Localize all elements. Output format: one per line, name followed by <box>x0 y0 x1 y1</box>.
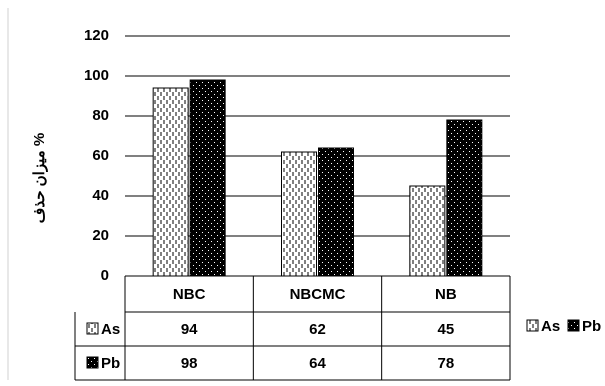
bar-pb-nbc <box>189 79 226 277</box>
category-label: NBC <box>173 286 206 303</box>
table-value: 94 <box>181 321 198 338</box>
y-tick-label: 20 <box>92 227 109 244</box>
y-tick-label: 100 <box>84 67 109 84</box>
legend-swatch-pb <box>567 319 580 332</box>
bar-as-nbc <box>152 87 189 277</box>
bar-pb-nbcmc <box>318 147 354 277</box>
legend-swatch-as <box>526 319 539 332</box>
y-tick-label: 120 <box>84 27 109 44</box>
table-series-name: As <box>101 321 120 338</box>
table-value: 62 <box>309 321 326 338</box>
y-tick-label: 40 <box>92 187 109 204</box>
table-legend-swatch-pb <box>86 356 99 369</box>
category-label: NB <box>435 286 457 303</box>
gridlines <box>125 35 510 277</box>
legend-label-as: As <box>541 318 560 335</box>
category-label: NBCMC <box>290 286 346 303</box>
y-tick-label: 60 <box>92 147 109 164</box>
bar-pb-nb <box>446 119 483 277</box>
table-value: 98 <box>181 355 198 372</box>
table-legend-swatch-as <box>86 322 99 335</box>
table-value: 45 <box>437 321 454 338</box>
legend-label-pb: Pb <box>582 318 601 335</box>
bars <box>152 79 483 277</box>
y-tick-label: 0 <box>101 267 109 284</box>
table-value: 78 <box>437 355 454 372</box>
table-series-name: Pb <box>101 355 120 372</box>
data-table: NBC NBCMC NB As 94 62 45 Pb 98 64 78 <box>74 276 511 381</box>
y-tick-label: 80 <box>92 107 109 124</box>
table-value: 64 <box>309 355 326 372</box>
bar-as-nbcmc <box>281 151 317 277</box>
y-axis-ticks: 0 20 40 60 80 100 120 <box>84 27 109 284</box>
legend: As Pb <box>526 318 601 335</box>
bar-as-nb <box>409 185 446 277</box>
y-axis-label: میزان حذف % <box>31 133 48 223</box>
